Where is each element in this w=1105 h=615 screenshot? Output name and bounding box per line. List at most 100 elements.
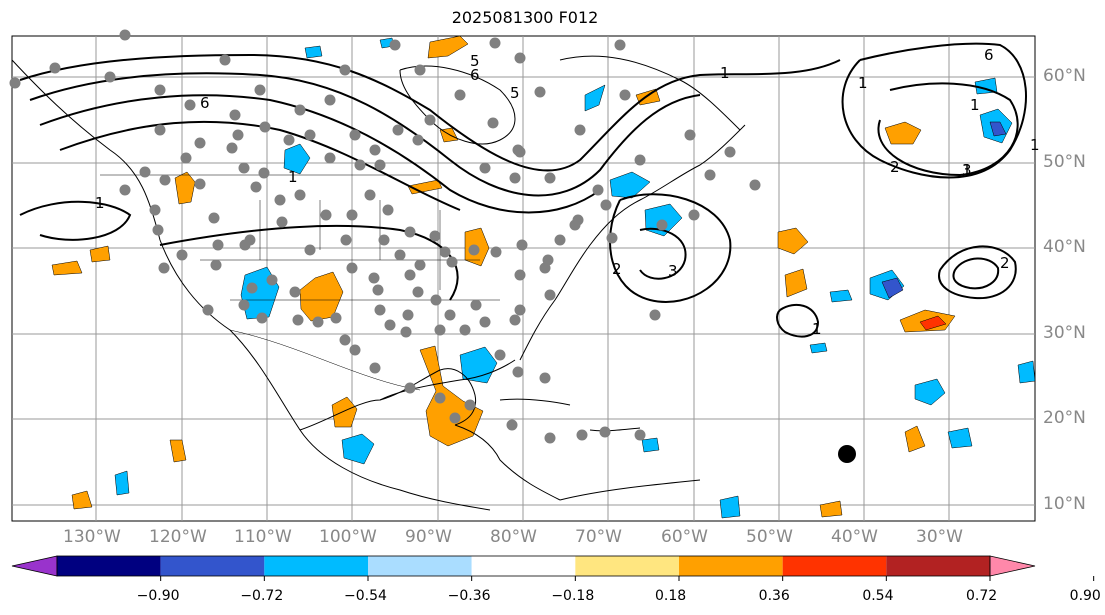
station-dot (374, 159, 386, 171)
station-dot (449, 412, 461, 424)
station-dot (404, 269, 416, 281)
station-dot (289, 286, 301, 298)
lon-tick-label: 90°W (405, 527, 452, 547)
colorbar-tick-label: 0.36 (758, 588, 790, 604)
positive-anomaly (904, 425, 926, 453)
station-dot (749, 179, 761, 191)
station-dot (159, 174, 171, 186)
lon-tick-label: 80°W (490, 527, 537, 547)
negative-anomaly (809, 342, 828, 354)
gulf-coast (379, 359, 516, 401)
station-dot (634, 429, 646, 441)
station-dot (104, 71, 116, 83)
station-dot (226, 142, 238, 154)
station-dot (479, 162, 491, 174)
station-dot (494, 349, 506, 361)
contour-label: 6 (470, 66, 480, 84)
station-dot (439, 246, 451, 258)
station-dot (534, 86, 546, 98)
lat-tick-label: 50°N (1043, 152, 1086, 172)
shaded-fields (51, 35, 1036, 519)
station-dot (349, 344, 361, 356)
contour-label: 2 (612, 260, 622, 278)
contour-label: 6 (984, 46, 994, 64)
station-dot (516, 239, 528, 251)
station-dot (606, 232, 618, 244)
station-dot (119, 29, 131, 41)
colorbar-tick-label: 0.72 (966, 588, 998, 604)
station-dot (256, 312, 268, 324)
station-dot (324, 94, 336, 106)
station-dot (274, 194, 286, 206)
station-dot (266, 274, 278, 286)
negative-anomaly (609, 171, 651, 199)
colorbar-segment (782, 556, 887, 576)
south-america-coast (559, 479, 701, 501)
station-dot (246, 282, 258, 294)
positive-anomaly (819, 500, 843, 518)
station-dot (402, 309, 414, 321)
closed-high (938, 245, 1017, 300)
colorbar-tick-label: 0.90 (1069, 588, 1101, 604)
contour-label: 1 (95, 194, 105, 212)
station-dot (656, 219, 668, 231)
station-dot (514, 269, 526, 281)
station-dot (9, 77, 21, 89)
station-dot (576, 429, 588, 441)
negative-anomaly (989, 121, 1007, 137)
station-dot (489, 37, 501, 49)
colorbar-segment (57, 556, 161, 576)
lat-tick-label: 40°N (1043, 237, 1086, 257)
station-dot (619, 89, 631, 101)
station-dot (292, 314, 304, 326)
station-dot (414, 259, 426, 271)
station-dot (459, 324, 471, 336)
station-dot (250, 181, 262, 193)
contour-label: 1 (720, 64, 730, 82)
station-dot (404, 382, 416, 394)
station-dot (229, 109, 241, 121)
positive-anomaly (331, 396, 358, 428)
contour-label: 1 (1030, 136, 1040, 154)
station-dot (454, 89, 466, 101)
station-dot (514, 304, 526, 316)
negative-anomaly (829, 289, 853, 303)
negative-anomaly (947, 427, 973, 449)
colorbar-segment (160, 556, 265, 576)
positive-anomaly (71, 490, 93, 510)
station-dot (208, 212, 220, 224)
positive-anomaly (51, 260, 83, 276)
negative-anomaly (341, 433, 375, 465)
negative-anomaly (283, 143, 311, 175)
station-dot (369, 144, 381, 156)
station-dot (704, 169, 716, 181)
station-dot (446, 256, 458, 268)
negative-anomaly (1017, 360, 1036, 384)
station-dot (368, 272, 380, 284)
colorbar-segment (264, 556, 368, 576)
station-dot (254, 84, 266, 96)
contour-label: 5 (470, 52, 480, 70)
station-dot (509, 172, 521, 184)
station-dot (219, 54, 231, 66)
station-dot (294, 104, 306, 116)
station-dot (238, 162, 250, 174)
station-dot (339, 334, 351, 346)
colorbar-extend-high (989, 555, 1036, 577)
station-dot (724, 146, 736, 158)
station-dot (634, 154, 646, 166)
station-dot (684, 129, 696, 141)
lon-tick-label: 50°W (746, 527, 793, 547)
station-dot (346, 209, 358, 221)
station-dot (152, 224, 164, 236)
station-dot (149, 204, 161, 216)
lon-tick-label: 40°W (831, 527, 878, 547)
station-dot (283, 134, 295, 146)
station-dot (276, 216, 288, 228)
station-dot (210, 259, 222, 271)
station-dot (382, 204, 394, 216)
caribbean (499, 398, 641, 432)
negative-anomaly (114, 470, 130, 496)
